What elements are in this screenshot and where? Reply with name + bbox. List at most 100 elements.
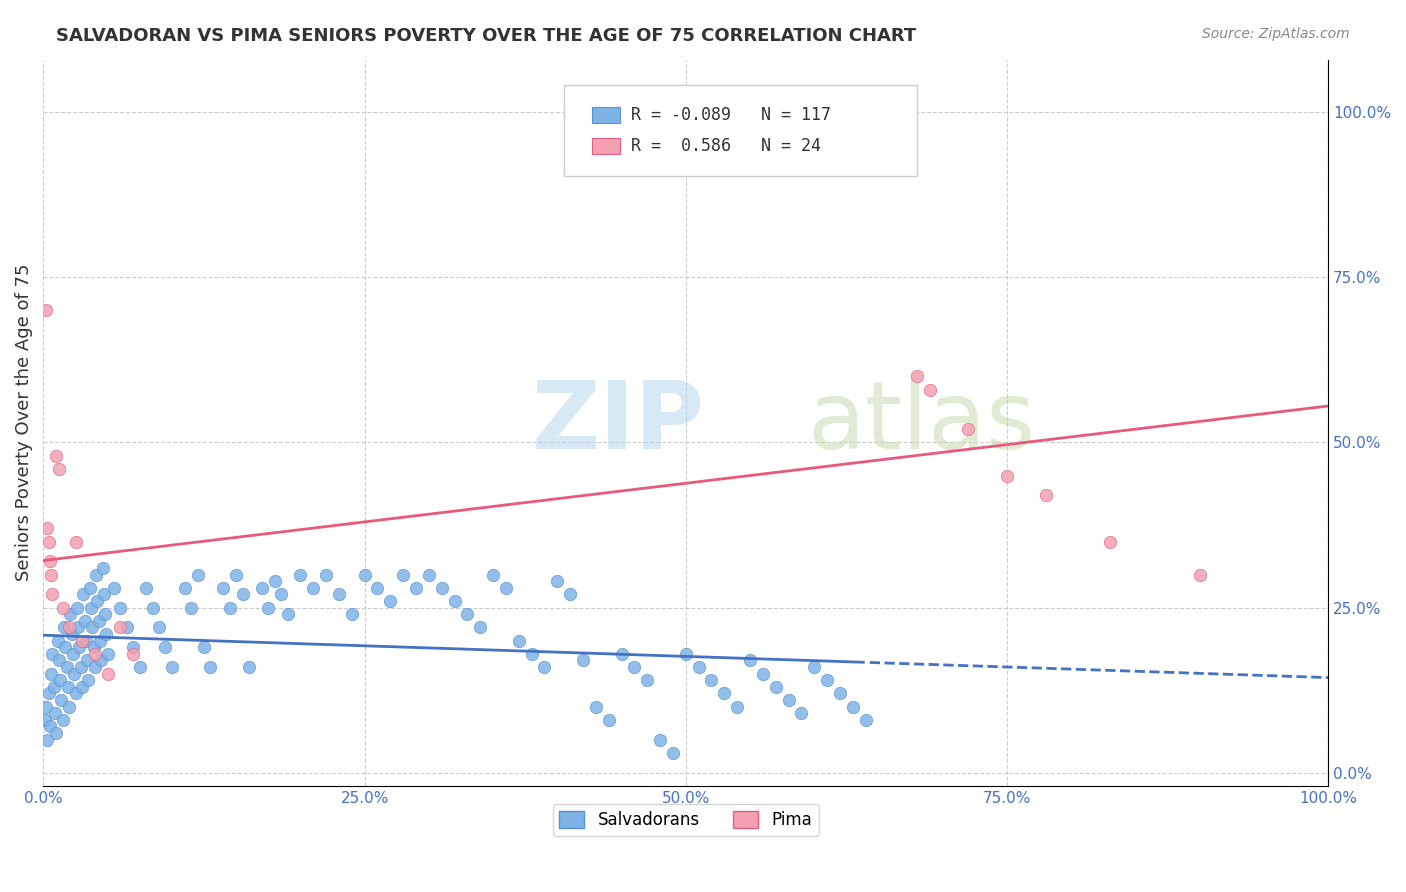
- Point: [35, 303, 58, 318]
- Point: [84, 567, 107, 582]
- Point: [34, 713, 56, 727]
- Point: [648, 732, 671, 747]
- Point: [41, 587, 63, 601]
- Point: [585, 699, 607, 714]
- Point: [700, 673, 723, 688]
- Point: [51, 693, 73, 707]
- Point: [148, 620, 170, 634]
- Point: [97, 647, 120, 661]
- Point: [65, 534, 87, 549]
- Point: [52, 600, 75, 615]
- Text: Source: ZipAtlas.com: Source: ZipAtlas.com: [1202, 27, 1350, 41]
- Point: [193, 640, 215, 655]
- Point: [366, 581, 388, 595]
- Point: [38, 686, 60, 700]
- Point: [250, 581, 273, 595]
- Point: [623, 660, 645, 674]
- Point: [35, 699, 58, 714]
- Point: [155, 640, 177, 655]
- Point: [572, 653, 595, 667]
- Point: [232, 587, 254, 601]
- Point: [380, 594, 402, 608]
- Point: [520, 647, 543, 661]
- Point: [238, 660, 260, 674]
- Point: [93, 587, 115, 601]
- Point: [778, 693, 800, 707]
- Point: [66, 600, 89, 615]
- Point: [495, 581, 517, 595]
- Point: [218, 600, 240, 615]
- Point: [83, 647, 105, 661]
- Point: [42, 680, 65, 694]
- Point: [115, 620, 138, 634]
- Point: [995, 468, 1018, 483]
- Point: [83, 660, 105, 674]
- Point: [353, 567, 375, 582]
- Point: [49, 673, 72, 688]
- Point: [290, 567, 312, 582]
- Point: [302, 581, 325, 595]
- Point: [37, 521, 59, 535]
- Text: R =  0.586   N = 24: R = 0.586 N = 24: [630, 137, 821, 155]
- Point: [60, 627, 83, 641]
- Point: [46, 633, 69, 648]
- Point: [160, 660, 183, 674]
- Point: [67, 620, 90, 634]
- Point: [44, 706, 66, 721]
- Point: [58, 699, 80, 714]
- Point: [662, 746, 685, 760]
- Point: [688, 660, 710, 674]
- Point: [41, 647, 63, 661]
- Point: [72, 587, 94, 601]
- Point: [75, 633, 97, 648]
- Point: [122, 640, 145, 655]
- Point: [62, 647, 84, 661]
- Text: atlas: atlas: [808, 376, 1036, 468]
- Point: [103, 581, 125, 595]
- Point: [1098, 534, 1121, 549]
- Point: [45, 449, 67, 463]
- Point: [63, 666, 86, 681]
- Point: [173, 581, 195, 595]
- Point: [430, 581, 453, 595]
- Point: [69, 660, 91, 674]
- Point: [957, 422, 980, 436]
- Point: [135, 581, 157, 595]
- Point: [276, 607, 298, 622]
- Text: ZIP: ZIP: [531, 376, 704, 468]
- Point: [636, 673, 658, 688]
- Point: [340, 607, 363, 622]
- Point: [97, 666, 120, 681]
- Point: [738, 653, 761, 667]
- Point: [87, 614, 110, 628]
- Point: [67, 640, 90, 655]
- Point: [212, 581, 235, 595]
- Point: [65, 686, 87, 700]
- Point: [315, 567, 337, 582]
- Point: [96, 627, 118, 641]
- Point: [225, 567, 247, 582]
- FancyBboxPatch shape: [592, 138, 620, 154]
- Point: [443, 594, 465, 608]
- Point: [765, 680, 787, 694]
- Point: [70, 680, 93, 694]
- Point: [38, 719, 60, 733]
- Point: [257, 600, 280, 615]
- Point: [77, 673, 100, 688]
- Point: [94, 607, 117, 622]
- Point: [70, 633, 93, 648]
- Point: [263, 574, 285, 588]
- Point: [83, 640, 105, 655]
- Point: [842, 699, 865, 714]
- FancyBboxPatch shape: [592, 107, 620, 123]
- FancyBboxPatch shape: [564, 85, 917, 176]
- Point: [48, 653, 70, 667]
- Point: [89, 633, 111, 648]
- Point: [470, 620, 492, 634]
- Point: [45, 726, 67, 740]
- Point: [39, 567, 62, 582]
- Text: SALVADORAN VS PIMA SENIORS POVERTY OVER THE AGE OF 75 CORRELATION CHART: SALVADORAN VS PIMA SENIORS POVERTY OVER …: [56, 27, 917, 45]
- Point: [142, 600, 165, 615]
- Point: [752, 666, 775, 681]
- Point: [76, 653, 98, 667]
